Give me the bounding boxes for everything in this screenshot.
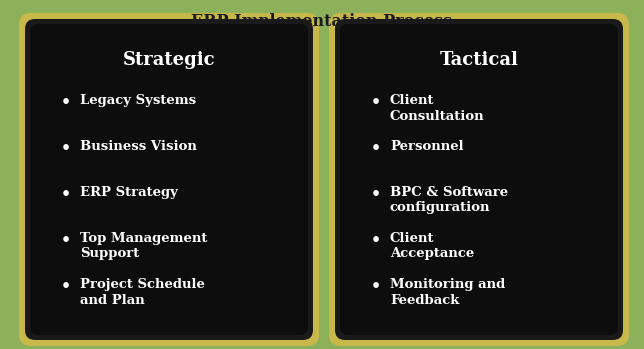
- Text: Strategic: Strategic: [123, 51, 215, 69]
- FancyBboxPatch shape: [19, 13, 319, 346]
- Text: •: •: [61, 140, 71, 157]
- Text: Project Schedule
and Plan: Project Schedule and Plan: [80, 278, 205, 306]
- Text: •: •: [371, 186, 381, 203]
- FancyBboxPatch shape: [340, 24, 618, 335]
- Text: •: •: [61, 186, 71, 203]
- Text: ERP Strategy: ERP Strategy: [80, 186, 178, 199]
- Text: Personnel: Personnel: [390, 140, 464, 153]
- Text: Monitoring and
Feedback: Monitoring and Feedback: [390, 278, 506, 306]
- Text: ERP Implementation Process: ERP Implementation Process: [191, 13, 453, 30]
- FancyBboxPatch shape: [25, 19, 313, 340]
- Text: •: •: [371, 232, 381, 249]
- Text: •: •: [61, 278, 71, 295]
- Text: •: •: [371, 140, 381, 157]
- Text: Client
Acceptance: Client Acceptance: [390, 232, 474, 260]
- Text: •: •: [61, 232, 71, 249]
- FancyBboxPatch shape: [30, 24, 308, 335]
- Text: Client
Consultation: Client Consultation: [390, 94, 485, 122]
- FancyBboxPatch shape: [329, 13, 629, 346]
- Text: •: •: [61, 94, 71, 111]
- FancyBboxPatch shape: [335, 19, 623, 340]
- Text: Business Vision: Business Vision: [80, 140, 197, 153]
- Text: BPC & Software
configuration: BPC & Software configuration: [390, 186, 508, 215]
- Text: Top Management
Support: Top Management Support: [80, 232, 207, 260]
- Text: •: •: [371, 278, 381, 295]
- Text: Legacy Systems: Legacy Systems: [80, 94, 196, 107]
- Text: Tactical: Tactical: [440, 51, 518, 69]
- Text: •: •: [371, 94, 381, 111]
